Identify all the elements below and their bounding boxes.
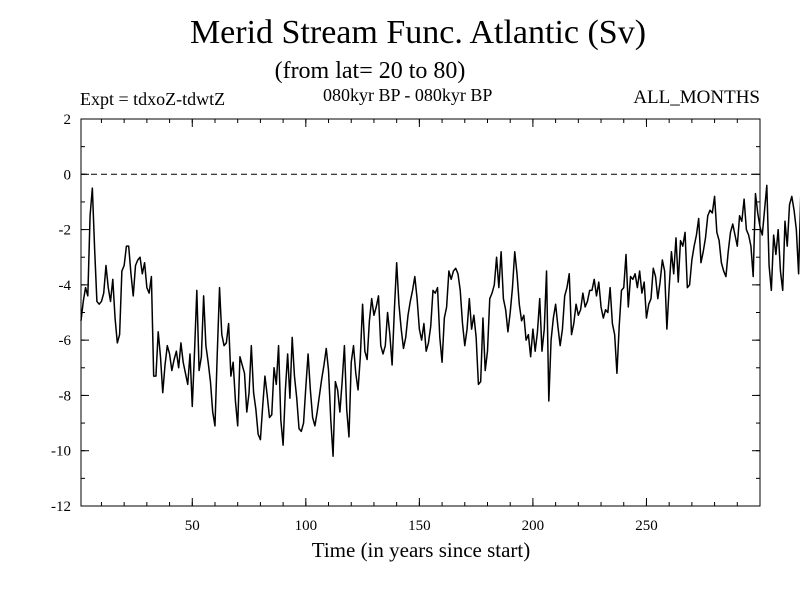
data-series-line (80, 184, 800, 457)
x-tick-label: 200 (522, 518, 545, 534)
chart-subtitle: (from lat= 20 to 80) (274, 58, 466, 84)
y-tick-label: -4 (59, 278, 72, 294)
y-tick-label: -8 (59, 388, 72, 404)
x-axis-label: Time (in years since start) (311, 538, 531, 562)
plot-frame (80, 118, 761, 507)
y-tick-label: -2 (59, 223, 72, 239)
months-label: ALL_MONTHS (633, 87, 760, 108)
y-tick-label: 0 (64, 167, 72, 183)
x-tick-label: 150 (408, 518, 431, 534)
x-tick-label: 100 (295, 518, 318, 534)
y-tick-label: 2 (64, 112, 72, 128)
y-tick-label: -10 (51, 444, 71, 460)
experiment-label: Expt = tdxoZ-tdwtZ (80, 89, 226, 109)
chart-title: Merid Stream Func. Atlantic (Sv) (189, 14, 647, 51)
x-tick-label: 250 (635, 518, 658, 534)
period-label: 080kyr BP - 080kyr BP (323, 85, 493, 105)
y-tick-label: -12 (51, 499, 71, 515)
x-tick-label: 50 (185, 518, 200, 534)
y-tick-label: -6 (59, 333, 72, 349)
